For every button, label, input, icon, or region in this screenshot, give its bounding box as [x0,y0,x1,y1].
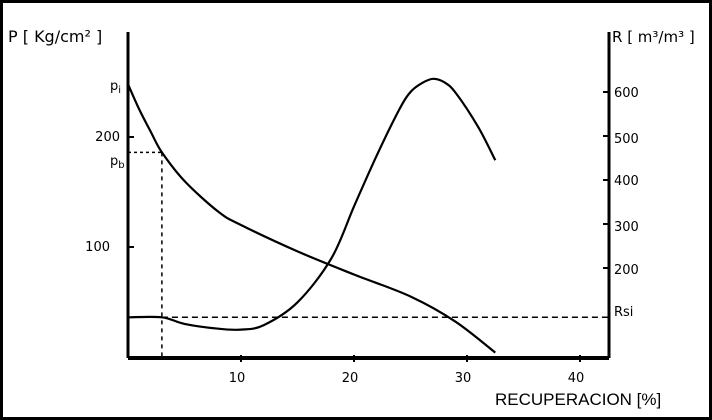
gas-oil-ratio-curve [127,77,497,331]
pi-label: pi [110,79,121,96]
rsi-label: Rsi [614,305,633,320]
y-left-tick-label: 100 [85,240,110,255]
y-right-tick-label: 600 [614,86,639,101]
pi-label-main: p [110,79,118,94]
pb-label-main: p [110,154,118,169]
x-tick-label: 30 [455,371,472,386]
left-axis-title: P [ Kg/cm² ] [8,27,102,46]
right-axis-title: R [ m³/m³ ] [612,28,695,46]
y-left-tick-label: 200 [95,130,120,145]
pb-label: pb [110,154,125,171]
x-tick-label: 40 [568,371,585,386]
y-right-tick-label: 500 [614,132,639,147]
x-tick-label: 10 [229,371,246,386]
pb-label-sub: b [118,160,124,171]
x-tick-label: 20 [342,371,359,386]
y-right-tick-label: 400 [614,174,639,189]
y-right-tick-label: 200 [614,263,639,278]
y-right-tick-label: 300 [614,220,639,235]
x-axis-title: RECUPERACION [%] [495,390,661,409]
pressure-curve [126,83,496,354]
pi-label-sub: i [118,85,121,96]
chart-marks [126,77,609,362]
